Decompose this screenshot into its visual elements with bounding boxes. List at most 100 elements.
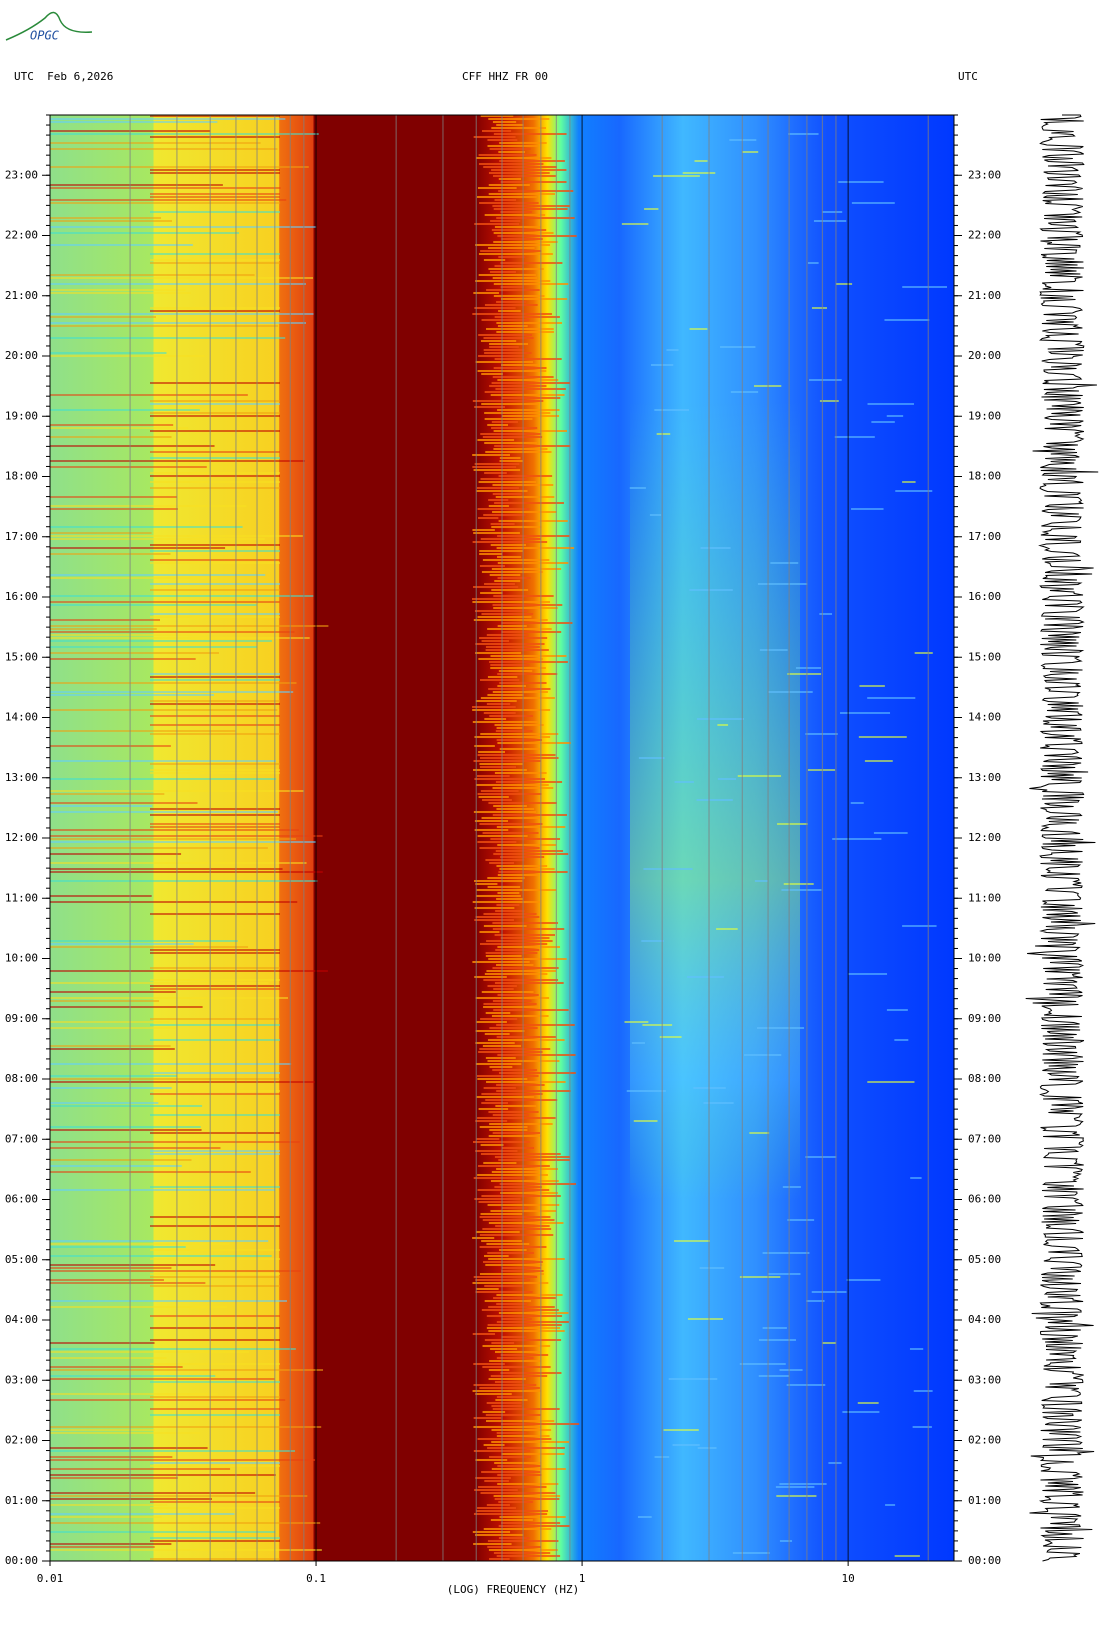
- texture-stripe: [482, 1366, 551, 1368]
- x-tick-label: 0.1: [306, 1572, 326, 1585]
- y-tick-label-right: 00:00: [968, 1554, 1001, 1567]
- y-tick-label: 04:00: [5, 1313, 38, 1326]
- texture-stripe: [494, 199, 517, 201]
- texture-stripe: [473, 760, 541, 762]
- texture-stripe: [479, 550, 523, 552]
- texture-stripe: [476, 196, 537, 198]
- texture-stripe: [474, 745, 495, 747]
- texture-stripe: [492, 928, 565, 930]
- texture-stripe: [496, 1294, 563, 1296]
- y-tick-label-right: 04:00: [968, 1313, 1001, 1326]
- texture-stripe: [494, 445, 571, 447]
- texture-stripe: [150, 562, 280, 564]
- texture-stripe: [50, 1447, 208, 1449]
- texture-stripe: [50, 1171, 251, 1173]
- texture-stripe: [653, 175, 700, 177]
- y-tick-label-right: 06:00: [968, 1193, 1001, 1206]
- texture-stripe: [50, 604, 257, 606]
- y-tick-label-right: 19:00: [968, 409, 1001, 422]
- logo: OPGC: [5, 11, 93, 43]
- texture-stripe: [50, 148, 278, 150]
- texture-stripe: [150, 1363, 280, 1365]
- texture-stripe: [150, 772, 280, 774]
- texture-stripe: [474, 919, 515, 921]
- y-tick-label: 05:00: [5, 1253, 38, 1266]
- texture-stripe: [150, 196, 280, 198]
- texture-stripe: [483, 1528, 552, 1530]
- texture-stripe: [497, 742, 571, 744]
- texture-stripe: [633, 1120, 658, 1122]
- texture-stripe: [489, 1558, 510, 1560]
- texture-stripe: [479, 1126, 528, 1128]
- texture-stripe: [487, 424, 509, 426]
- texture-stripe: [477, 616, 532, 618]
- texture-stripe: [50, 409, 200, 411]
- texture-stripe: [150, 673, 280, 675]
- texture-stripe: [495, 388, 566, 390]
- texture-stripe: [50, 217, 162, 219]
- texture-stripe: [50, 691, 294, 693]
- texture-stripe: [485, 1099, 558, 1101]
- texture-stripe: [482, 1219, 555, 1221]
- texture-stripe: [501, 1147, 534, 1149]
- texture-stripe: [631, 1042, 646, 1044]
- texture-stripe: [840, 712, 891, 714]
- texture-stripe: [687, 1318, 723, 1320]
- texture-stripe: [501, 1270, 544, 1272]
- texture-stripe: [50, 943, 194, 945]
- texture-stripe: [485, 646, 540, 648]
- texture-stripe: [50, 316, 156, 318]
- texture-stripe: [742, 151, 759, 153]
- texture-stripe: [479, 1246, 547, 1248]
- texture-stripe: [499, 457, 521, 459]
- y-tick-label: 10:00: [5, 952, 38, 965]
- texture-stripe: [50, 619, 160, 621]
- texture-stripe: [50, 946, 249, 948]
- texture-stripe: [480, 1153, 561, 1155]
- texture-stripe: [498, 151, 525, 153]
- texture-stripe: [479, 1234, 554, 1236]
- texture-stripe: [497, 1054, 576, 1056]
- texture-stripe: [483, 337, 534, 339]
- texture-stripe: [495, 1105, 537, 1107]
- texture-stripe: [477, 841, 517, 843]
- texture-stripe: [482, 559, 550, 561]
- texture-stripe: [787, 1219, 815, 1221]
- texture-stripe: [488, 193, 556, 195]
- texture-stripe: [494, 226, 542, 228]
- texture-stripe: [478, 481, 536, 483]
- texture-stripe: [643, 868, 693, 870]
- texture-stripe: [489, 1027, 538, 1029]
- texture-stripe: [50, 133, 319, 135]
- texture-stripe: [481, 319, 530, 321]
- texture-stripe: [479, 931, 500, 933]
- texture-stripe: [50, 526, 243, 528]
- texture-stripe: [637, 1516, 652, 1518]
- texture-stripe: [50, 466, 207, 468]
- texture-stripe: [50, 508, 178, 510]
- texture-stripe: [621, 223, 649, 225]
- texture-stripe: [50, 1504, 168, 1506]
- texture-stripe: [474, 736, 551, 738]
- texture-stripe: [473, 136, 516, 138]
- y-tick-label: 22:00: [5, 229, 38, 242]
- texture-stripe: [50, 1531, 276, 1533]
- texture-stripe: [501, 631, 562, 633]
- texture-stripe: [494, 1381, 523, 1383]
- texture-stripe: [851, 508, 884, 510]
- texture-stripe: [479, 1048, 551, 1050]
- texture-stripe: [50, 901, 298, 903]
- texture-stripe: [498, 256, 526, 258]
- texture-stripe: [50, 322, 307, 324]
- texture-stripe: [476, 889, 557, 891]
- texture-stripe: [473, 1543, 512, 1545]
- texture-stripe: [473, 1177, 525, 1179]
- texture-stripe: [672, 1444, 700, 1446]
- texture-stripe: [498, 1312, 569, 1314]
- texture-stripe: [150, 169, 280, 171]
- x-tick-label: 10: [842, 1572, 855, 1585]
- texture-stripe: [482, 436, 543, 438]
- texture-stripe: [867, 1081, 915, 1083]
- texture-stripe: [475, 1120, 508, 1122]
- texture-stripe: [150, 1501, 280, 1503]
